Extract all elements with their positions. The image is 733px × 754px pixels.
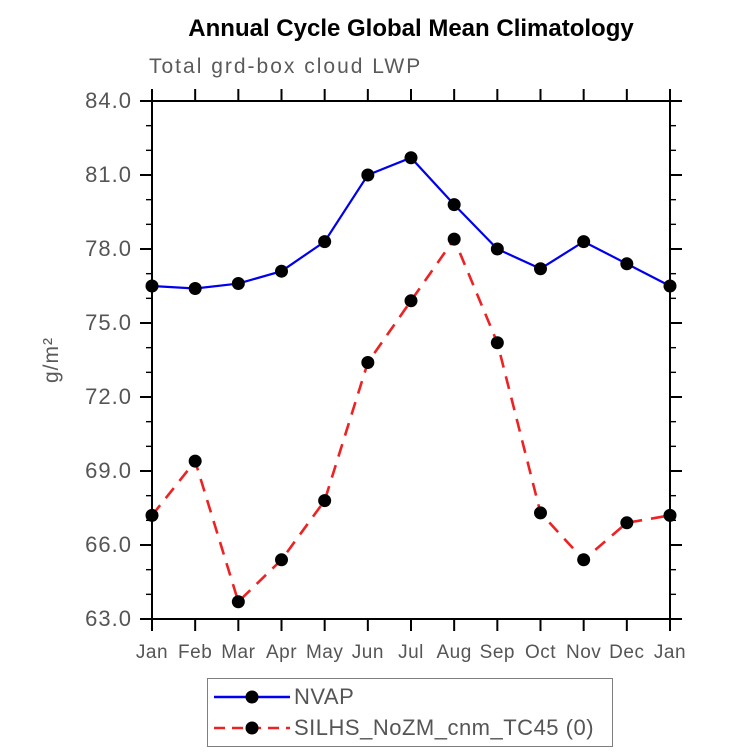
y-axis: 63.0 66.0 69.0 72.0 75.0 78.0 81.0 84.0 g/m² bbox=[40, 88, 682, 631]
legend-item-silhs: SILHS_NoZM_cnm_TC45 (0) bbox=[212, 713, 612, 743]
series-1-marker bbox=[145, 508, 159, 522]
series-0-marker bbox=[318, 235, 332, 249]
series-0-marker bbox=[620, 257, 634, 271]
y-tick-label: 72.0 bbox=[85, 384, 132, 409]
series-0-marker bbox=[663, 279, 677, 293]
y-tick-label: 75.0 bbox=[85, 310, 132, 335]
silhs-line-sample bbox=[214, 721, 290, 735]
series-0-marker bbox=[404, 151, 418, 165]
x-tick-label: Dec bbox=[609, 642, 644, 663]
x-tick-label: Nov bbox=[566, 642, 601, 663]
x-tick-label: Jan bbox=[654, 642, 686, 663]
x-tick-label: Mar bbox=[221, 642, 255, 663]
x-tick-label: Feb bbox=[178, 642, 212, 663]
chart-title: Annual Cycle Global Mean Climatology bbox=[188, 15, 634, 42]
legend-box: NVAP SILHS_NoZM_cnm_TC45 (0) bbox=[207, 678, 613, 747]
x-tick-label: Sep bbox=[480, 642, 515, 663]
series-1-marker bbox=[663, 508, 677, 522]
series-1-marker bbox=[275, 553, 288, 567]
x-tick-label: Jun bbox=[352, 642, 384, 663]
series-0-marker bbox=[361, 168, 375, 182]
series-1-marker bbox=[318, 494, 332, 508]
series-0-marker bbox=[275, 264, 288, 278]
series-1-marker bbox=[577, 553, 591, 567]
y-tick-label: 84.0 bbox=[85, 88, 132, 113]
legend-label-silhs: SILHS_NoZM_cnm_TC45 (0) bbox=[294, 715, 595, 741]
x-tick-label: Jan bbox=[136, 642, 168, 663]
series-1-marker bbox=[490, 336, 504, 350]
nvap-line-sample bbox=[214, 690, 290, 704]
series-1-marker bbox=[404, 294, 418, 308]
x-axis: Jan Feb Mar Apr May Jun Jul Aug Sep Oct Nov Dec Jan bbox=[136, 89, 686, 663]
series-0-marker bbox=[231, 277, 245, 291]
y-axis-title: g/m² bbox=[40, 337, 63, 383]
legend-item-nvap: NVAP bbox=[212, 682, 612, 712]
x-tick-label: Aug bbox=[437, 642, 472, 663]
x-tick-label: Jul bbox=[398, 642, 424, 663]
series-0-marker bbox=[447, 198, 461, 212]
y-tick-label: 69.0 bbox=[85, 458, 132, 483]
y-tick-label: 66.0 bbox=[85, 532, 132, 557]
nvap-marker-dot bbox=[245, 690, 259, 704]
series-1-marker bbox=[620, 516, 634, 530]
series-0-marker bbox=[534, 262, 547, 276]
series-0-marker bbox=[577, 235, 591, 249]
chart-subtitle: Total grd-box cloud LWP bbox=[149, 55, 423, 78]
x-tick-label: May bbox=[306, 642, 343, 663]
series-1-marker bbox=[231, 595, 245, 609]
series-1-marker bbox=[534, 506, 547, 520]
series-1-marker bbox=[447, 232, 461, 246]
y-tick-label: 78.0 bbox=[85, 236, 132, 261]
legend-label-nvap: NVAP bbox=[294, 683, 355, 709]
x-tick-label: Apr bbox=[266, 642, 297, 663]
series-0-marker bbox=[490, 242, 504, 256]
series-0-group bbox=[145, 151, 677, 295]
y-tick-label: 63.0 bbox=[85, 606, 132, 631]
silhs-marker-dot bbox=[245, 721, 259, 735]
series-1-group bbox=[145, 232, 677, 609]
series-1-line bbox=[150, 236, 671, 605]
series-0-line bbox=[151, 156, 671, 290]
plot-frame bbox=[151, 100, 671, 620]
series-0-marker bbox=[145, 279, 159, 293]
series-1-marker bbox=[188, 454, 202, 468]
y-tick-label: 81.0 bbox=[85, 162, 132, 187]
x-tick-label: Oct bbox=[525, 642, 556, 663]
series-1-marker bbox=[361, 355, 375, 369]
series-0-marker bbox=[188, 281, 202, 295]
